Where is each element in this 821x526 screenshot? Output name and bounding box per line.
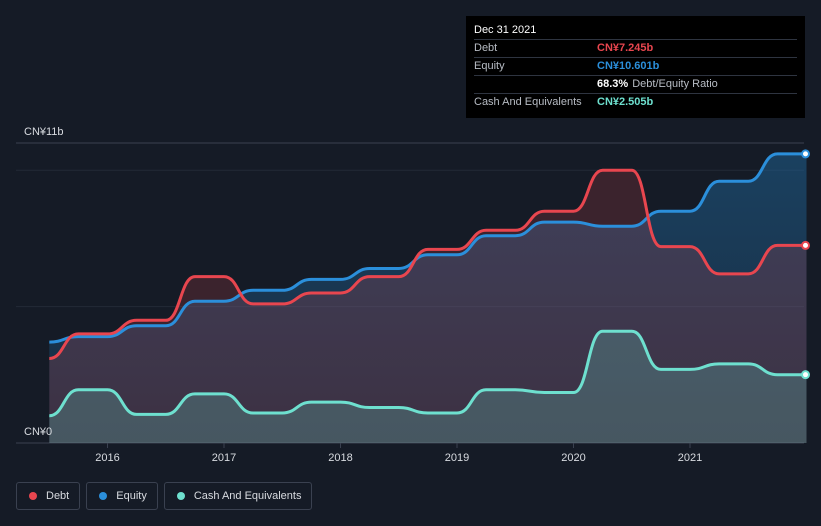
- x-tick-label: 2020: [561, 452, 585, 464]
- tooltip-row-cash: Cash And Equivalents CN¥2.505b: [474, 93, 797, 111]
- legend-dot-icon: [176, 492, 185, 500]
- tooltip-panel: Dec 31 2021 Debt CN¥7.245b Equity CN¥10.…: [466, 16, 805, 118]
- tooltip-label: Debt: [474, 42, 498, 54]
- tooltip-row-equity: Equity CN¥10.601b: [474, 57, 797, 75]
- legend-label: Equity: [116, 490, 147, 502]
- tooltip-sub-label: Debt/Equity Ratio: [632, 78, 718, 90]
- tooltip-label: [474, 76, 597, 93]
- tooltip-row-ratio: 68.3% Debt/Equity Ratio: [474, 75, 797, 93]
- legend-item-debt[interactable]: Debt: [16, 482, 81, 510]
- x-tick-label: 2017: [212, 452, 236, 464]
- area-cash-and-equivalents: [49, 331, 807, 443]
- area-debt: [49, 170, 807, 444]
- area-equity: [49, 153, 807, 443]
- x-tick-label: 2019: [445, 452, 469, 464]
- x-tick-label: 2018: [328, 452, 352, 464]
- tooltip-value: CN¥2.505b: [597, 96, 654, 108]
- legend-item-equity[interactable]: Equity: [86, 482, 158, 510]
- x-tick-label: 2016: [95, 452, 119, 464]
- y-axis-bottom-label: CN¥0: [24, 426, 52, 438]
- legend-dot-icon: [99, 492, 108, 500]
- chart-legend: Debt Equity Cash And Equivalents: [16, 482, 313, 510]
- legend-label: Cash And Equivalents: [193, 490, 302, 502]
- line-debt: [49, 168, 807, 360]
- y-axis-top-label: CN¥11b: [24, 126, 64, 138]
- tooltip-value: CN¥10.601b: [597, 60, 660, 72]
- tooltip-row-debt: Debt CN¥7.245b: [474, 39, 797, 57]
- end-marker-equity: [801, 149, 810, 159]
- line-equity: [49, 152, 807, 344]
- line-cash-and-equivalents: [49, 329, 807, 418]
- end-marker-debt: [801, 240, 810, 250]
- tooltip-value: 68.3%: [597, 78, 629, 90]
- legend-dot-icon: [29, 492, 37, 500]
- tooltip-label: Cash And Equivalents: [474, 96, 582, 108]
- tooltip-date: Dec 31 2021: [474, 24, 537, 36]
- tooltip-label: Equity: [474, 60, 505, 72]
- legend-item-cash[interactable]: Cash And Equivalents: [163, 482, 313, 510]
- x-tick-label: 2021: [678, 452, 702, 464]
- legend-label: Debt: [46, 490, 70, 502]
- end-marker-cash-and-equivalents: [801, 370, 810, 380]
- tooltip-value: CN¥7.245b: [597, 42, 654, 54]
